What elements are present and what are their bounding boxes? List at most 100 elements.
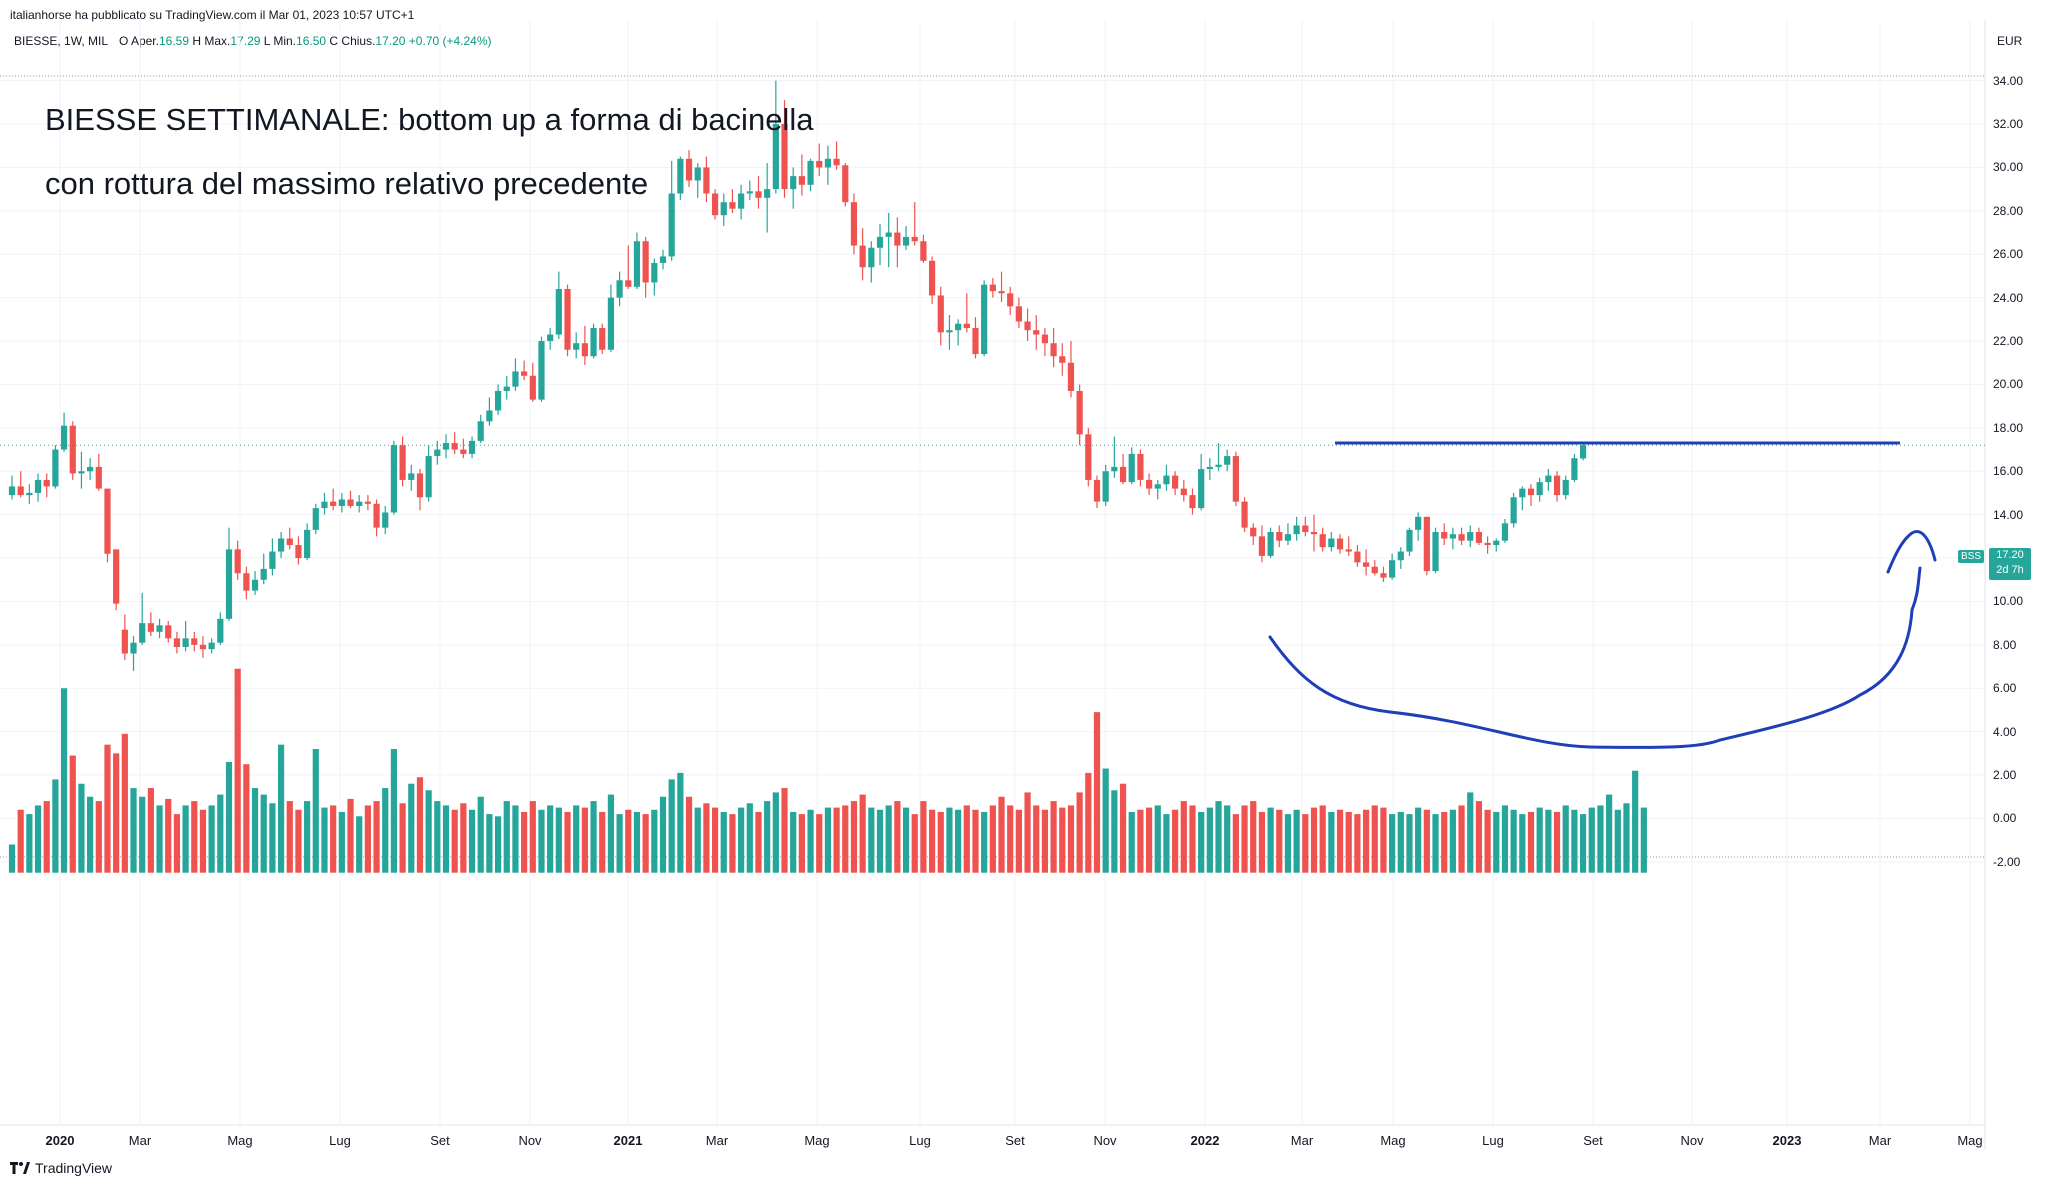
symbol-label[interactable]: BIESSE, 1W, MIL — [14, 34, 108, 48]
candle-body — [859, 245, 866, 268]
volume-bar — [1180, 801, 1187, 873]
volume-bar — [503, 801, 510, 873]
volume-bar — [781, 788, 788, 873]
volume-bar — [876, 809, 884, 873]
volume-bar — [529, 801, 536, 873]
volume-bar — [1423, 809, 1430, 873]
candle-body — [824, 158, 832, 168]
candle-body — [1024, 321, 1031, 331]
candle-body — [581, 343, 588, 357]
candle-body — [1397, 551, 1404, 561]
x-tick-label: Mag — [804, 1133, 830, 1148]
candle-body — [599, 328, 606, 350]
candle-body — [260, 568, 267, 580]
volume-bar — [625, 809, 632, 873]
candle-body — [43, 479, 50, 487]
y-tick-label: 28.00 — [1993, 203, 2024, 218]
candle-body — [191, 638, 198, 645]
volume-bar — [1397, 811, 1404, 873]
candle-body — [972, 328, 979, 355]
volume-bar — [1380, 807, 1387, 873]
candle-body — [868, 247, 875, 268]
volume-bar — [946, 807, 953, 873]
x-tick-label: Nov — [1093, 1133, 1117, 1148]
candle-body — [295, 545, 302, 559]
candle-body — [1449, 534, 1456, 539]
volume-bar — [607, 794, 615, 873]
volume-bar — [928, 809, 936, 873]
volume-bar — [78, 783, 85, 873]
candle-body — [269, 551, 276, 569]
candle-body — [408, 473, 415, 480]
volume-bar — [1354, 814, 1361, 873]
volume-bar — [1536, 807, 1543, 873]
candle-body — [1302, 525, 1309, 533]
candle-body — [1328, 538, 1335, 548]
candle-body — [694, 167, 701, 181]
volume-bar — [755, 811, 762, 873]
volume-bar — [651, 809, 658, 873]
volume-bar — [859, 794, 866, 873]
candle-body — [434, 449, 441, 457]
candle-body — [625, 280, 632, 287]
volume-bar — [842, 805, 849, 873]
candle-body — [1145, 479, 1153, 489]
candle-body — [521, 371, 528, 376]
candle-body — [955, 323, 962, 331]
volume-bar — [807, 809, 814, 873]
low-label: Min. — [273, 34, 297, 48]
candle-body — [234, 549, 241, 574]
volume-bar — [330, 805, 337, 873]
volume-bar — [894, 801, 901, 873]
volume-bar — [1024, 792, 1031, 873]
volume-bar — [1449, 809, 1456, 873]
volume-bar — [1163, 814, 1170, 873]
volume-bar — [243, 764, 250, 873]
candle-body — [182, 638, 189, 648]
candle-body — [1354, 551, 1361, 563]
candle-body — [304, 529, 311, 559]
volume-bar — [963, 805, 970, 873]
volume-bar — [955, 809, 962, 873]
x-tick-label: Mar — [128, 1133, 152, 1148]
volume-bar — [1007, 805, 1014, 873]
candle-body — [1389, 560, 1396, 578]
volume-bar — [555, 807, 562, 873]
volume-bar — [69, 755, 76, 873]
candle-body — [1015, 306, 1022, 322]
volume-bar — [512, 805, 519, 873]
candle-body — [416, 473, 424, 498]
breakout-arc-drawing — [1886, 530, 1937, 574]
y-tick-label: 4.00 — [1993, 724, 2017, 739]
volume-bar — [486, 814, 493, 873]
volume-bar — [790, 811, 797, 873]
volume-bar — [165, 798, 172, 873]
volume-bar — [260, 794, 267, 873]
x-tick-label: 2022 — [1190, 1133, 1220, 1148]
candle-body — [616, 280, 623, 298]
candle-body — [1319, 534, 1326, 548]
candle-body — [286, 538, 293, 546]
candle-body — [468, 440, 476, 454]
candle-body — [816, 160, 823, 168]
volume-bar — [1206, 807, 1213, 873]
volume-bar — [1085, 772, 1092, 873]
volume-bar — [121, 733, 128, 873]
candle-body — [364, 501, 371, 504]
volume-bar — [373, 801, 380, 873]
candle-body — [173, 638, 181, 648]
volume-bar — [182, 805, 189, 873]
volume-bar — [911, 814, 918, 873]
volume-bar — [547, 805, 554, 873]
candle-body — [1172, 475, 1179, 489]
tradingview-logo[interactable]: TradingView — [10, 1160, 112, 1176]
candle-body — [26, 492, 33, 496]
candle-body — [104, 488, 111, 554]
candle-body — [1536, 482, 1543, 496]
candle-body — [1458, 534, 1465, 541]
candle-body — [555, 288, 562, 335]
volume-bar — [1267, 807, 1274, 873]
y-tick-label: 0.00 — [1993, 811, 2017, 826]
candle-body — [1059, 356, 1066, 363]
